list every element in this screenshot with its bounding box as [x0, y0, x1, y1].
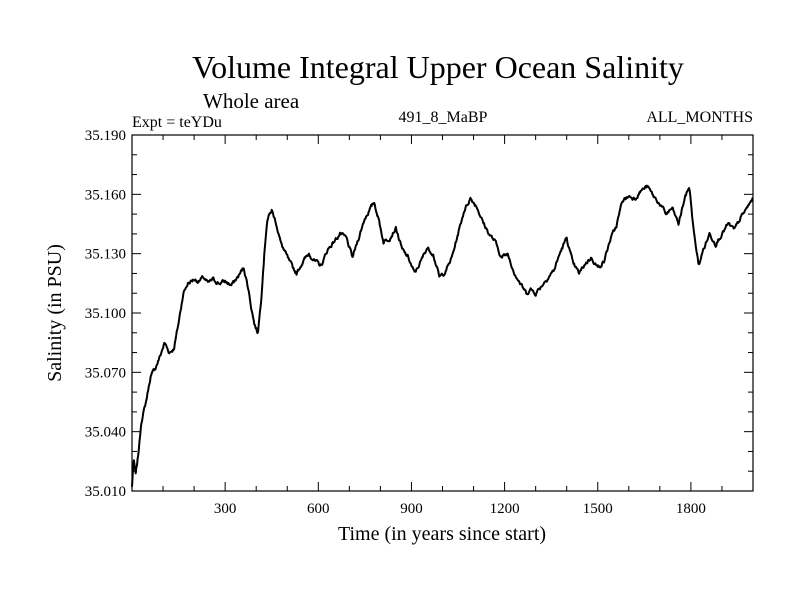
y-axis-ticks: [132, 134, 753, 492]
y-tick-label: 35.190: [85, 128, 126, 144]
y-tick-label: 35.130: [85, 247, 126, 263]
y-tick-label: 35.070: [85, 365, 126, 381]
plot-frame: [131, 134, 754, 492]
y-axis-tick-labels: 35.010 35.040 35.070 35.100 35.130 35.160 35.1…: [85, 128, 126, 500]
x-axis-tick-labels: 300 600 900 1200 1500 1800: [214, 501, 706, 517]
run-label: 491_8_MaBP: [399, 109, 488, 126]
x-tick-label: 600: [307, 501, 330, 517]
x-tick-label: 1500: [583, 501, 613, 517]
x-tick-label: 1800: [676, 501, 706, 517]
y-tick-label: 35.100: [85, 306, 126, 322]
y-axis-title: Salinity (in PSU): [44, 244, 66, 382]
chart-subtitle: Whole area: [203, 89, 300, 113]
x-tick-label: 1200: [490, 501, 520, 517]
x-axis-ticks: [162, 135, 723, 491]
experiment-label: Expt = teYDu: [132, 114, 222, 131]
x-tick-label: 300: [214, 501, 237, 517]
y-tick-label: 35.040: [85, 425, 126, 441]
months-label: ALL_MONTHS: [646, 109, 753, 126]
y-tick-label: 35.160: [85, 187, 126, 203]
series-line-salinity: [131, 184, 754, 487]
x-axis-title: Time (in years since start): [338, 523, 546, 545]
chart-title: Volume Integral Upper Ocean Salinity: [192, 49, 684, 85]
x-tick-label: 900: [400, 501, 423, 517]
y-tick-label: 35.010: [85, 484, 126, 500]
